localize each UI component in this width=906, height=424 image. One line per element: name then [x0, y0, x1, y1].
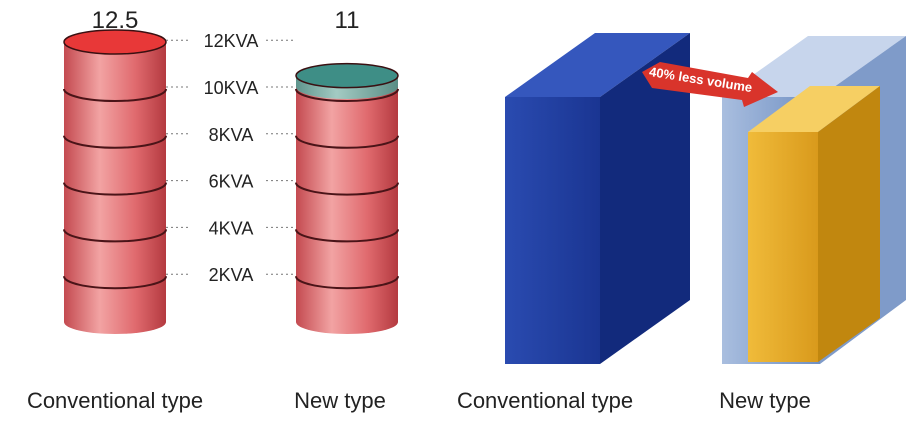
scale-label-bg	[188, 76, 266, 98]
scale-label: 10KVA	[204, 78, 259, 98]
cylinder-ring	[295, 275, 399, 290]
cylinder-ring	[63, 229, 167, 243]
block-new-inner-side	[818, 86, 880, 362]
block-new-inner-front	[748, 132, 818, 362]
scale-label: 6KVA	[209, 172, 254, 192]
value-label-conventional: 12.5	[92, 7, 139, 34]
volume-label-conventional: Conventional type	[457, 388, 633, 413]
scale-label: 4KVA	[209, 218, 254, 238]
scale-label-bg	[188, 29, 266, 52]
block-new-outline-top	[722, 36, 906, 97]
cylinder-ring	[295, 182, 399, 196]
scale-label: 8KVA	[209, 125, 254, 145]
bar-new-type	[295, 62, 399, 334]
category-label-conventional: Conventional type	[27, 388, 203, 413]
block-conventional-side	[600, 33, 690, 364]
cylinder-body	[296, 75, 398, 334]
cylinder-ring	[63, 88, 167, 102]
block-conventional-top	[505, 33, 690, 97]
bar-conventional-type	[63, 29, 167, 334]
cylinder-top	[63, 29, 167, 55]
category-label-new: New type	[294, 388, 386, 413]
value-label-new: 11	[335, 7, 360, 34]
cylinder-top	[295, 62, 399, 89]
block-conventional-front	[505, 97, 600, 364]
scale-label: 2KVA	[209, 265, 254, 285]
scale-label-bg	[188, 169, 266, 192]
scale-label-bg	[188, 122, 266, 145]
cylinder-ring	[63, 275, 167, 290]
block-conventional-type	[505, 33, 690, 364]
cylinder-ring	[295, 229, 399, 243]
arrow-shape	[642, 62, 778, 107]
cylinder-ring	[63, 135, 167, 149]
cylinder-ring	[295, 135, 399, 149]
kva-scale: 2KVA 4KVA 6KVA 8KVA 10KVA 12KVA	[166, 29, 296, 286]
scale-label-bg	[188, 216, 266, 239]
block-new-inner-top	[748, 86, 880, 132]
scale-label-bg	[188, 263, 266, 286]
cylinder-body	[64, 42, 166, 334]
volume-label-new: New type	[719, 388, 811, 413]
cylinder-ring	[63, 182, 167, 196]
block-new-type	[722, 36, 906, 364]
cylinder-ring	[295, 88, 399, 102]
scale-label: 12KVA	[204, 31, 259, 51]
